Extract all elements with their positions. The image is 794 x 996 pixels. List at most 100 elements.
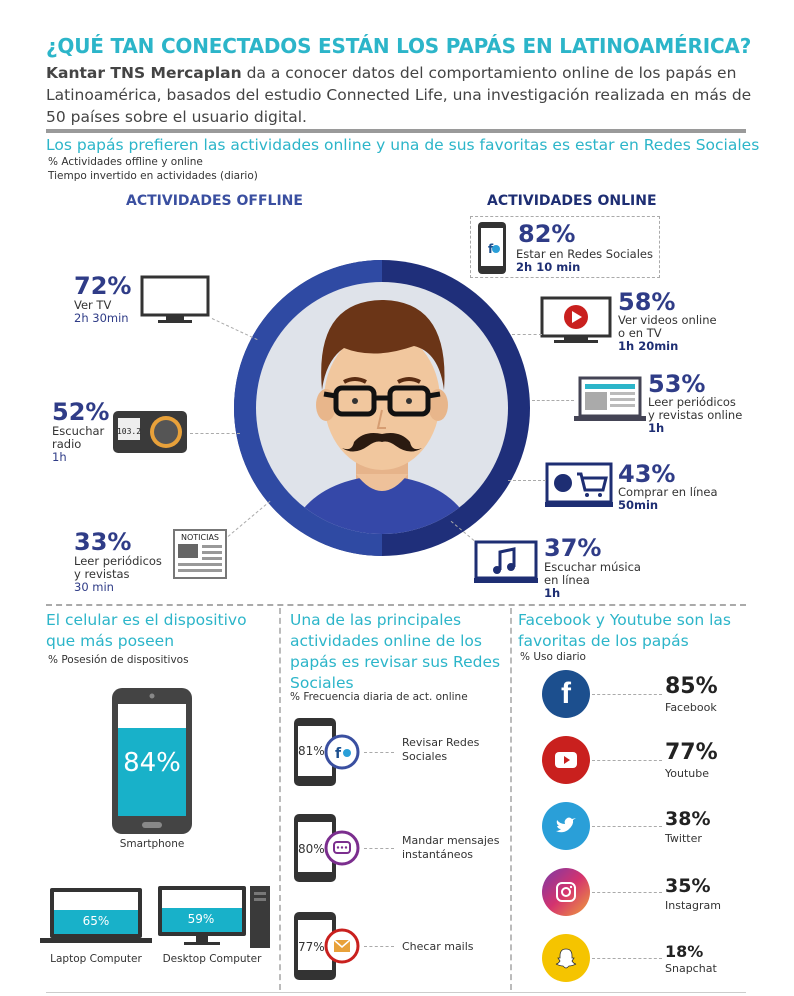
offline-news-label1: Leer periódicos bbox=[74, 554, 162, 568]
svg-text:f: f bbox=[488, 242, 494, 256]
snapchat-icon bbox=[542, 934, 590, 982]
online-music-time: 1h bbox=[544, 586, 561, 600]
intro-text: Kantar TNS Mercaplan da a conocer datos … bbox=[46, 62, 756, 128]
activities-note: % Frecuencia diaria de act. online bbox=[290, 691, 468, 703]
online-news-time: 1h bbox=[648, 421, 665, 435]
highlight-box bbox=[470, 216, 660, 278]
divider bbox=[46, 129, 746, 133]
section-heading: Los papás prefieren las actividades onli… bbox=[46, 136, 760, 154]
offline-news-pct: 33% bbox=[74, 528, 132, 556]
activity-chat-label2: instantáneos bbox=[402, 848, 474, 861]
column-divider bbox=[510, 608, 512, 990]
note-time: Tiempo invertido en actividades (diario) bbox=[48, 170, 258, 182]
music-icon bbox=[474, 540, 538, 583]
facebook-name: Facebook bbox=[665, 701, 717, 714]
smartphone-icon bbox=[112, 688, 192, 834]
online-video-label2: o en TV bbox=[618, 326, 662, 340]
social-icon: f bbox=[294, 718, 360, 786]
twitter-name: Twitter bbox=[665, 832, 702, 845]
online-cart-time: 50min bbox=[618, 498, 659, 512]
tv-icon bbox=[140, 275, 210, 323]
laptop-pct: 65% bbox=[82, 914, 110, 928]
smartphone-label: Smartphone bbox=[119, 838, 185, 850]
connector bbox=[532, 400, 574, 401]
radio-icon: 103.2 bbox=[113, 411, 187, 453]
connector bbox=[592, 760, 662, 761]
online-social-label: Estar en Redes Sociales bbox=[516, 247, 653, 261]
connector bbox=[592, 826, 662, 827]
chat-icon bbox=[294, 814, 360, 882]
activity-social-pct: 81% bbox=[298, 744, 325, 758]
connector bbox=[512, 334, 542, 335]
activity-social-label2: Sociales bbox=[402, 750, 448, 763]
page-title: ¿QUÉ TAN CONECTADOS ESTÁN LOS PAPÁS EN L… bbox=[46, 34, 752, 58]
twitter-pct: 38% bbox=[665, 808, 711, 830]
online-music-label1: Escuchar música bbox=[544, 560, 641, 574]
smartphone-pct: 84% bbox=[123, 748, 181, 778]
connector bbox=[508, 480, 546, 481]
snapchat-pct: 18% bbox=[665, 942, 704, 961]
desktop-icon bbox=[158, 886, 270, 948]
phone-social-icon: f bbox=[478, 222, 506, 274]
instagram-pct: 35% bbox=[665, 875, 711, 897]
offline-header: ACTIVIDADES OFFLINE bbox=[126, 193, 303, 209]
connector bbox=[364, 848, 394, 849]
online-news-label1: Leer periódicos bbox=[648, 395, 736, 409]
youtube-name: Youtube bbox=[665, 767, 709, 780]
online-music-label2: en línea bbox=[544, 573, 590, 587]
online-social-time: 2h 10 min bbox=[516, 260, 581, 274]
online-video-pct: 58% bbox=[618, 288, 676, 316]
activity-social-label1: Revisar Redes bbox=[402, 736, 480, 749]
offline-radio-label1: Escuchar bbox=[52, 424, 105, 438]
offline-radio-pct: 52% bbox=[52, 398, 110, 426]
intro-brand: Kantar TNS Mercaplan bbox=[46, 64, 242, 82]
youtube-icon bbox=[542, 736, 590, 784]
offline-news-time: 30 min bbox=[74, 580, 114, 594]
youtube-pct: 77% bbox=[665, 740, 718, 765]
father-portrait bbox=[234, 260, 530, 556]
connector bbox=[190, 433, 240, 434]
facebook-icon: f bbox=[542, 670, 590, 718]
offline-radio-time: 1h bbox=[52, 450, 67, 464]
facebook-pct: 85% bbox=[665, 674, 718, 699]
online-social-pct: 82% bbox=[518, 220, 576, 248]
devices-heading: El celular es el dispositivo que más pos… bbox=[46, 611, 247, 650]
connector bbox=[364, 946, 394, 947]
online-cart-pct: 43% bbox=[618, 460, 676, 488]
laptop-icon bbox=[40, 888, 152, 943]
radio-display: 103.2 bbox=[117, 427, 141, 436]
activity-mail-pct: 77% bbox=[298, 940, 325, 954]
connector bbox=[364, 752, 394, 753]
newspaper-title: NOTICIAS bbox=[181, 533, 219, 542]
video-icon bbox=[540, 296, 612, 343]
section-divider bbox=[46, 604, 746, 606]
column-divider bbox=[279, 608, 281, 990]
connector bbox=[592, 694, 662, 695]
online-cart-label: Comprar en línea bbox=[618, 485, 718, 499]
activity-chat-pct: 80% bbox=[298, 842, 325, 856]
connector bbox=[592, 892, 662, 893]
activity-mail-label1: Checar mails bbox=[402, 940, 474, 953]
activities-heading: Una de las principales actividades onlin… bbox=[290, 611, 501, 692]
offline-news-label2: y revistas bbox=[74, 567, 130, 581]
laptop-label: Laptop Computer bbox=[50, 953, 142, 965]
online-header: ACTIVIDADES ONLINE bbox=[487, 193, 657, 209]
online-news-label2: y revistas online bbox=[648, 408, 743, 422]
cart-icon bbox=[545, 462, 613, 507]
connector bbox=[592, 958, 662, 959]
offline-tv-time: 2h 30min bbox=[74, 311, 129, 325]
instagram-name: Instagram bbox=[665, 899, 721, 912]
activity-chat-label1: Mandar mensajes bbox=[402, 834, 500, 847]
mail-icon bbox=[294, 912, 360, 980]
snapchat-name: Snapchat bbox=[665, 962, 717, 975]
svg-text:f: f bbox=[335, 746, 342, 762]
online-music-pct: 37% bbox=[544, 534, 602, 562]
online-video-label1: Ver videos online bbox=[618, 313, 717, 327]
devices-note: % Posesión de dispositivos bbox=[48, 654, 189, 666]
intro-body: da a conocer datos del comportamiento on… bbox=[46, 64, 752, 126]
offline-tv-label: Ver TV bbox=[74, 298, 112, 312]
online-news-pct: 53% bbox=[648, 370, 706, 398]
instagram-icon bbox=[542, 868, 590, 916]
social-heading: Facebook y Youtube son las favoritas de … bbox=[518, 611, 731, 650]
offline-radio-label2: radio bbox=[52, 437, 82, 451]
